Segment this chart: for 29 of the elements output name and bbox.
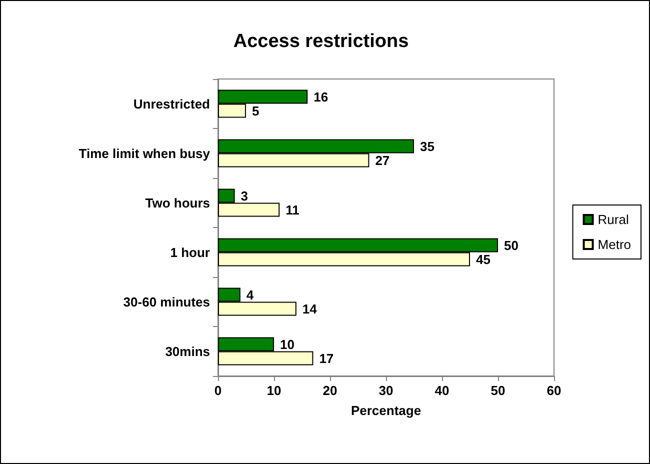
data-label: 45 — [476, 252, 490, 267]
x-tick-label: 60 — [546, 383, 562, 398]
y-tick-label: 30-60 minutes — [123, 294, 210, 310]
x-tick-label: 0 — [214, 383, 222, 398]
data-label: 4 — [246, 287, 254, 302]
data-label: 10 — [280, 336, 294, 352]
x-tick-label: 50 — [490, 383, 506, 398]
data-label: 3 — [240, 188, 248, 204]
y-tick-label: 1 hour — [170, 244, 210, 260]
data-label: 35 — [420, 138, 434, 154]
y-tick-label: Unrestricted — [133, 96, 210, 112]
data-label: 27 — [375, 152, 390, 168]
x-tick-label: 10 — [266, 383, 282, 398]
data-label: 16 — [314, 89, 328, 104]
x-tick-label: 30 — [378, 383, 394, 398]
y-tick-label: Time limit when busy — [78, 146, 211, 161]
y-tick-label: Two hours — [145, 195, 210, 210]
data-label: 17 — [319, 350, 334, 366]
legend-label: Rural — [598, 212, 629, 227]
data-label: 14 — [302, 301, 318, 316]
data-label: 50 — [504, 238, 518, 253]
x-tick-label: 20 — [322, 383, 338, 398]
x-axis-title: Percentage — [350, 403, 422, 418]
x-tick-label: 40 — [434, 383, 450, 398]
data-label: 5 — [252, 103, 260, 118]
data-label: 11 — [286, 202, 300, 218]
chart-title: Access restrictions — [233, 31, 409, 52]
y-tick-label: 30mins — [165, 344, 210, 359]
legend-label: Metro — [598, 237, 632, 252]
